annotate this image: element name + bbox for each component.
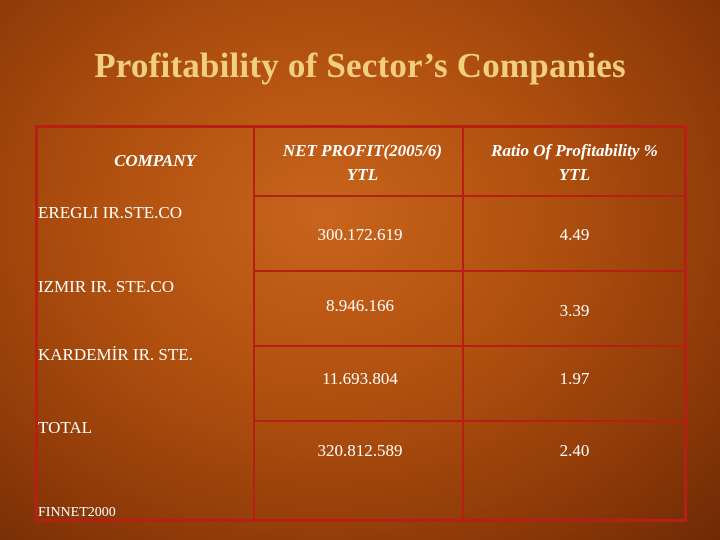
row-1-net-profit: 300.172.619 bbox=[317, 225, 403, 244]
header-company: COMPANY bbox=[114, 151, 196, 170]
header-net-profit-unit: YTL bbox=[346, 165, 379, 184]
header-net-profit: NET PROFIT(2005/6) bbox=[282, 141, 443, 160]
row-divider bbox=[253, 270, 684, 272]
row-2-ratio: 3.39 bbox=[559, 301, 590, 320]
row-3-company: KARDEMİR IR. STE. bbox=[38, 345, 193, 364]
row-total-ratio: 2.40 bbox=[559, 441, 590, 460]
header-ratio-unit: YTL bbox=[558, 165, 591, 184]
source-note: FINNET2000 bbox=[38, 505, 116, 520]
header-ratio: Ratio Of Profitability % bbox=[491, 141, 658, 160]
profitability-table bbox=[35, 125, 687, 522]
row-divider bbox=[253, 420, 684, 422]
row-3-ratio: 1.97 bbox=[559, 369, 590, 388]
slide-title: Profitability of Sector’s Companies bbox=[94, 46, 626, 85]
row-total-company: TOTAL bbox=[38, 418, 93, 437]
row-total-net-profit: 320.812.589 bbox=[317, 441, 403, 460]
row-3-net-profit: 11.693.804 bbox=[322, 369, 398, 388]
row-divider bbox=[253, 195, 684, 197]
row-2-company: IZMIR IR. STE.CO bbox=[38, 277, 174, 296]
row-2-net-profit: 8.946.166 bbox=[326, 296, 394, 315]
row-1-ratio: 4.49 bbox=[559, 225, 590, 244]
column-divider bbox=[253, 128, 255, 519]
column-divider bbox=[462, 128, 464, 519]
row-1-company: EREGLI IR.STE.CO bbox=[38, 203, 183, 222]
row-divider bbox=[253, 345, 684, 347]
